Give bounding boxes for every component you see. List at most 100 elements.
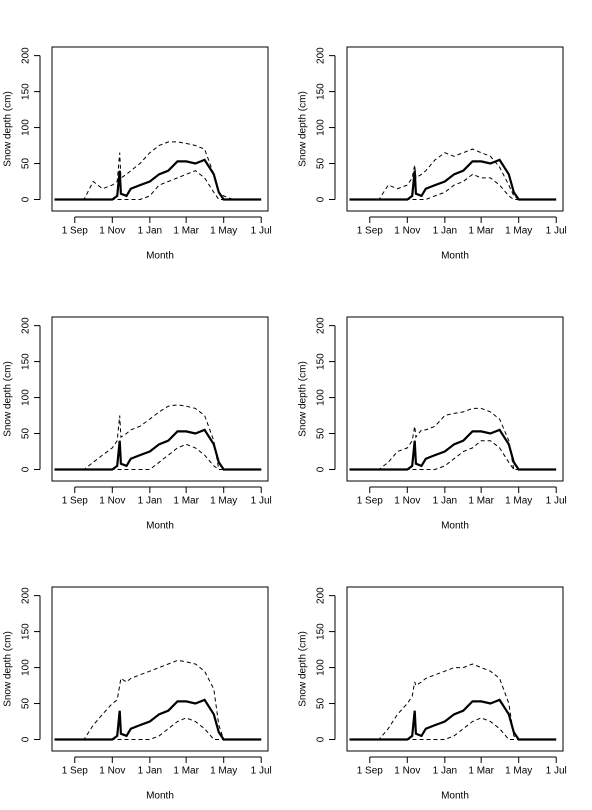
y-axis-label: Snow depth (cm)	[3, 361, 14, 437]
x-tick-label: 1 Sep	[62, 496, 89, 507]
x-tick-label: 1 Nov	[394, 496, 420, 507]
x-tick-label: 1 Mar	[173, 766, 199, 777]
x-tick-label: 1 May	[210, 766, 237, 777]
x-tick-label: 1 Mar	[173, 496, 199, 507]
median-line	[54, 158, 262, 201]
x-tick-label: 1 Jul	[546, 496, 567, 507]
x-tick-label: 1 May	[505, 496, 532, 507]
x-tick-label: 1 Jul	[251, 766, 272, 777]
y-tick-label: 200	[316, 587, 327, 604]
y-axis-label: Snow depth (cm)	[298, 631, 309, 707]
x-tick-label: 1 Jul	[251, 496, 272, 507]
x-axis-label: Month	[441, 521, 469, 532]
y-tick-label: 150	[21, 353, 32, 370]
x-tick-label: 1 Sep	[62, 766, 89, 777]
x-axis-label: Month	[441, 791, 469, 802]
y-tick-label: 0	[316, 466, 327, 472]
y-tick-label: 200	[21, 47, 32, 64]
bound-line	[349, 407, 557, 470]
plot-frame	[51, 316, 269, 482]
bound-line	[349, 663, 557, 740]
y-tick-label: 50	[316, 158, 327, 170]
x-tick-label: 1 Sep	[62, 226, 89, 237]
x-tick-label: 1 Sep	[357, 226, 384, 237]
x-tick-label: 1 Nov	[394, 226, 420, 237]
x-tick-label: 1 Jan	[433, 766, 457, 777]
y-tick-label: 200	[316, 47, 327, 64]
y-tick-label: 100	[21, 119, 32, 136]
y-tick-label: 200	[21, 587, 32, 604]
y-tick-label: 100	[316, 389, 327, 406]
median-line	[349, 428, 557, 471]
y-axis-label: Snow depth (cm)	[3, 631, 14, 707]
bound-line	[54, 717, 262, 740]
y-axis-label: Snow depth (cm)	[3, 91, 14, 167]
y-tick-label: 100	[316, 119, 327, 136]
x-tick-label: 1 Mar	[468, 226, 494, 237]
x-tick-label: 1 Jan	[433, 226, 457, 237]
bound-line	[54, 170, 262, 200]
x-tick-label: 1 Jul	[251, 226, 272, 237]
y-tick-label: 50	[21, 158, 32, 170]
x-tick-label: 1 Nov	[99, 766, 125, 777]
x-axis-label: Month	[146, 251, 174, 262]
plot-frame	[346, 316, 564, 482]
bound-line	[54, 659, 262, 740]
median-line	[349, 158, 557, 201]
y-tick-label: 150	[316, 623, 327, 640]
x-tick-label: 1 May	[505, 766, 532, 777]
bound-line	[349, 717, 557, 740]
bound-line	[349, 173, 557, 200]
median-line	[349, 698, 557, 741]
y-tick-label: 150	[316, 353, 327, 370]
y-tick-label: 200	[21, 317, 32, 334]
x-tick-label: 1 Jan	[433, 496, 457, 507]
y-tick-label: 0	[21, 736, 32, 742]
plot-frame	[51, 586, 269, 752]
x-tick-label: 1 Jan	[138, 226, 162, 237]
median-line	[54, 428, 262, 471]
x-axis-label: Month	[146, 521, 174, 532]
y-tick-label: 100	[21, 389, 32, 406]
bound-line	[349, 440, 557, 470]
y-tick-label: 100	[316, 659, 327, 676]
y-tick-label: 50	[21, 698, 32, 710]
y-tick-label: 50	[316, 698, 327, 710]
x-tick-label: 1 Sep	[357, 496, 384, 507]
y-tick-label: 0	[316, 736, 327, 742]
x-tick-label: 1 Mar	[173, 226, 199, 237]
x-tick-label: 1 Mar	[468, 766, 494, 777]
x-tick-label: 1 Mar	[468, 496, 494, 507]
y-tick-label: 150	[316, 83, 327, 100]
plot-frame	[51, 46, 269, 212]
x-tick-label: 1 Nov	[99, 226, 125, 237]
x-tick-label: 1 Jul	[546, 226, 567, 237]
plot-frame	[346, 586, 564, 752]
x-tick-label: 1 May	[210, 496, 237, 507]
plot-frame	[346, 46, 564, 212]
y-tick-label: 50	[316, 428, 327, 440]
y-tick-label: 200	[316, 317, 327, 334]
x-tick-label: 1 Nov	[394, 766, 420, 777]
x-tick-label: 1 Jul	[546, 766, 567, 777]
y-tick-label: 50	[21, 428, 32, 440]
bound-line	[54, 404, 262, 470]
bound-line	[54, 141, 262, 200]
y-axis-label: Snow depth (cm)	[298, 361, 309, 437]
x-tick-label: 1 Nov	[99, 496, 125, 507]
median-line	[54, 698, 262, 741]
x-tick-label: 1 Jan	[138, 766, 162, 777]
x-axis-label: Month	[146, 791, 174, 802]
y-axis-label: Snow depth (cm)	[298, 91, 309, 167]
y-tick-label: 150	[21, 83, 32, 100]
y-tick-label: 0	[21, 466, 32, 472]
x-tick-label: 1 May	[505, 226, 532, 237]
x-tick-label: 1 Sep	[357, 766, 384, 777]
y-tick-label: 0	[316, 196, 327, 202]
bound-line	[349, 148, 557, 200]
bound-line	[54, 443, 262, 470]
x-tick-label: 1 Jan	[138, 496, 162, 507]
y-tick-label: 100	[21, 659, 32, 676]
